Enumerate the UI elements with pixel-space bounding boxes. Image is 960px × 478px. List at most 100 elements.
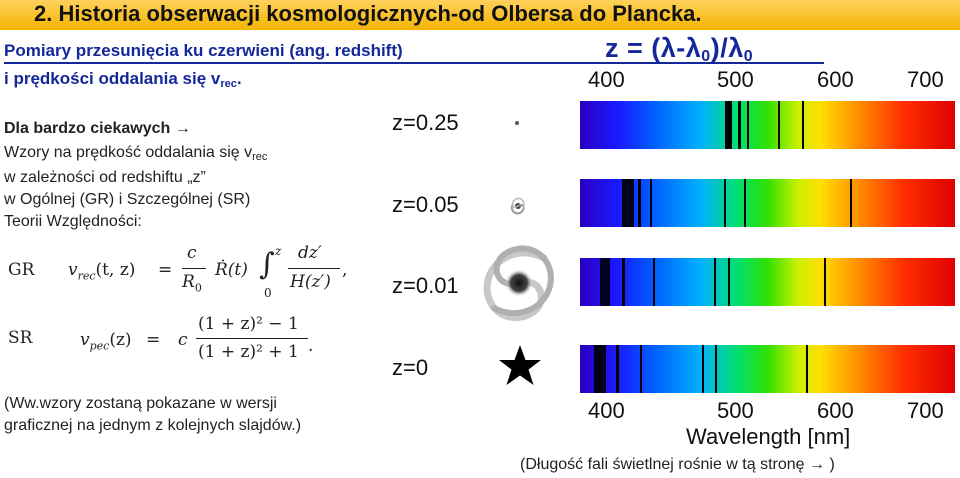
subtitle-line2-end: . [236,69,242,88]
large-spiral-galaxy-icon [483,245,554,322]
subtitle-underline [4,62,824,64]
note-line2: graficznej na jednym z kolejnych slajdów… [4,417,302,434]
top-tick-600: 600 [817,67,854,92]
absorption-line [638,179,641,227]
subtitle-line2: i prędkości oddalania się vrec. [4,69,242,90]
subtitle-line1: Pomiary przesunięcia ku czerwieni (ang. … [4,41,403,60]
left-heading-text: Dla bardzo ciekawych [4,120,171,137]
sr-label: SR [8,328,33,348]
absorption-line [728,258,730,306]
integral-sign: ∫ [259,247,275,282]
integral-upper: z [275,244,282,258]
top-tick-500: 500 [717,67,754,92]
absorption-line [594,345,606,393]
z-label-row4: z=0 [392,355,429,380]
left-line1-text: Wzory na prędkość oddalania się v [4,144,253,161]
absorption-line [724,179,726,227]
absorption-line [802,101,804,149]
gr-R0-R: R [182,272,195,292]
slide-title: 2. Historia obserwacji kosmologicznych-o… [34,1,702,26]
left-heading: Dla bardzo ciekawych → [4,119,191,139]
absorption-line [715,345,717,393]
note-line1: (Ww.wzory zostaną pokazane w wersji [4,395,277,412]
z-label-row1: z=0.25 [392,110,459,135]
absorption-line [653,258,655,306]
arrow-right-icon: → [174,120,191,137]
sr-frac-bar [196,338,308,339]
caption-text: (Długość fali świetlnej rośnie w tą stro… [520,456,805,473]
gr-R0: R0 [182,272,202,294]
point-galaxy-icon [515,121,519,125]
absorption-line [824,258,826,306]
subtitle-line2-sub: rec [220,78,237,90]
top-tick-700: 700 [907,67,944,92]
sr-lhs-args: (z) [109,330,132,350]
star-icon [499,345,541,385]
bottom-tick-700: 700 [907,398,944,423]
spectrum-row3 [580,258,955,306]
spectrum-row2 [580,179,955,227]
sr-lhs-v: v [80,330,90,350]
caption: (Długość fali świetlnej rośnie w tą stro… [520,456,835,474]
z-label-row2: z=0.05 [392,192,459,217]
formula-part: z = (λ-λ [605,33,702,63]
sr-lhs: vpec(z) [80,330,132,352]
absorption-line [702,345,704,393]
bottom-tick-400: 400 [588,398,625,423]
sr-period: . [308,336,314,356]
top-tick-400: 400 [588,67,625,92]
gr-Hz: H(z′) [290,272,331,292]
left-line2: w zależności od redshiftu „z” [4,169,206,186]
subtitle-line2-text: i prędkości oddalania się v [4,69,221,88]
absorption-line [714,258,716,306]
left-line4: Teorii Względności: [4,213,142,230]
gr-dz: dz′ [298,243,322,263]
absorption-line [744,179,746,227]
gr-lhs-args: (t, z) [95,260,136,280]
gr-lhs-v: v [68,260,78,280]
absorption-line [650,179,652,227]
absorption-line [778,101,780,149]
sr-equals: = [146,330,161,350]
gr-c: c [187,243,197,263]
left-line1: Wzory na prędkość oddalania się vrec [4,143,267,167]
left-line3: w Ogólnej (GR) i Szczególnej (SR) [4,191,251,208]
gr-frac1-bar [182,268,206,269]
gr-rdot: Ṙ(t) [215,260,248,280]
arrow-right-icon: → [809,456,826,473]
absorption-line [640,345,642,393]
gr-R0-sub: 0 [194,281,202,295]
gr-label: GR [8,260,35,280]
title-bar [0,0,960,30]
bottom-tick-500: 500 [717,398,754,423]
caption-end: ) [829,456,835,473]
absorption-line [622,258,625,306]
formula-part: )/λ [710,33,744,63]
x-axis-label: Wavelength [nm] [686,424,851,449]
formula-sub: 0 [701,48,711,65]
small-spiral-galaxy-icon [510,197,525,215]
integral-lower: 0 [264,286,272,300]
absorption-line [616,345,619,393]
redshift-formula: z = (λ-λ0)/λ0 [605,33,753,66]
sr-numerator: (1 + z)² − 1 [198,314,299,334]
absorption-line [622,179,634,227]
gr-equals: = [158,260,173,280]
gr-frac2-bar [288,268,340,269]
absorption-line [725,101,732,149]
z-label-row3: z=0.01 [392,273,459,298]
spectrum-row1 [580,101,955,149]
gr-lhs: vrec(t, z) [68,260,135,282]
sr-lhs-sub: pec [89,339,110,353]
absorption-line [738,101,741,149]
bottom-tick-600: 600 [817,398,854,423]
absorption-line [600,258,610,306]
gr-lhs-sub: rec [77,269,96,283]
formula-sub: 0 [743,48,754,65]
sr-c: c [178,330,188,350]
gr-comma: , [342,260,348,280]
sr-denominator: (1 + z)² + 1 [198,342,299,362]
spectrum-row4 [580,345,955,393]
absorption-line [850,179,852,227]
absorption-line [806,345,808,393]
